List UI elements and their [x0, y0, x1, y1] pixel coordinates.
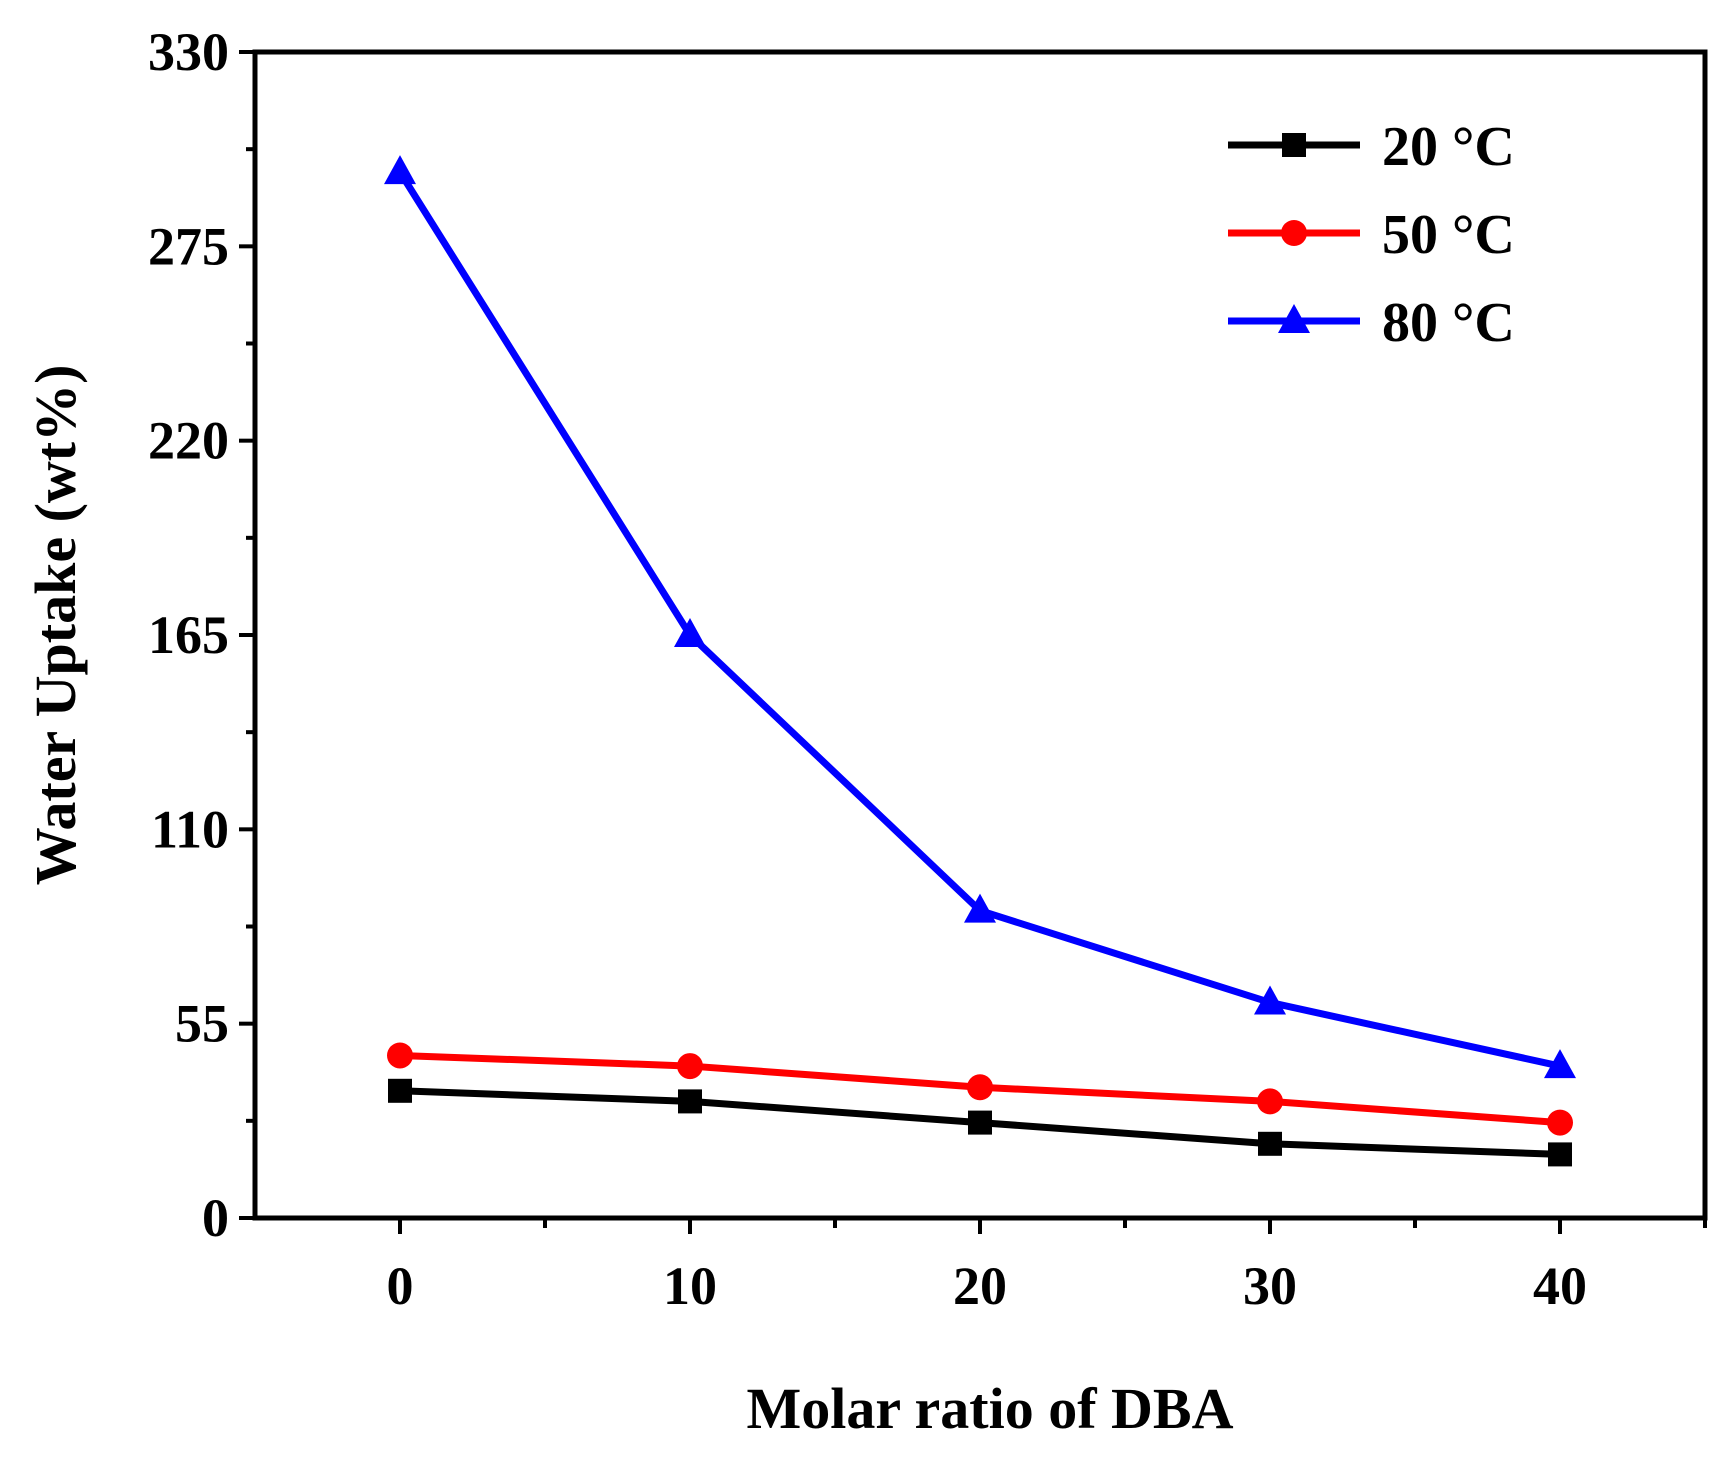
y-axis-title: Water Uptake (wt%)	[23, 365, 88, 886]
data-point-triangle	[964, 893, 996, 923]
y-tick-label: 275	[148, 216, 229, 276]
x-axis: 0 10 20 30 40	[387, 1218, 1707, 1316]
legend-entry: 50 °C	[1228, 204, 1515, 266]
x-axis-title: Molar ratio of DBA	[747, 1376, 1234, 1441]
legend-marker	[1278, 304, 1310, 333]
data-point-triangle	[674, 618, 706, 647]
data-point-triangle	[384, 155, 416, 185]
y-tick-label: 220	[148, 411, 229, 471]
legend: 20 °C 50 °C 80 °C	[1228, 116, 1515, 354]
y-tick-label: 165	[148, 605, 229, 665]
data-point-triangle	[1254, 985, 1286, 1015]
data-point-square	[1258, 1131, 1282, 1156]
data-point-square	[678, 1089, 702, 1114]
y-axis: 0 55 110 165 220 275 330	[148, 22, 255, 1248]
data-point-circle	[967, 1074, 993, 1101]
y-tick-label: 55	[175, 994, 229, 1054]
data-point-square	[388, 1078, 412, 1103]
legend-label: 50 °C	[1382, 204, 1515, 266]
data-point-circle	[387, 1042, 413, 1069]
legend-marker	[1282, 133, 1306, 157]
y-tick-label: 110	[151, 799, 229, 859]
legend-label: 80 °C	[1382, 292, 1515, 354]
data-point-square	[1548, 1142, 1572, 1167]
x-tick-label: 40	[1533, 1256, 1587, 1316]
data-point-circle	[1547, 1109, 1573, 1136]
series-layer	[384, 155, 1576, 1167]
series-80-c	[384, 155, 1576, 1079]
legend-marker	[1281, 220, 1307, 246]
y-tick-label: 330	[148, 22, 229, 82]
data-point-square	[968, 1110, 992, 1135]
series-20-c	[388, 1078, 1572, 1167]
x-tick-label: 10	[663, 1256, 717, 1316]
y-tick-label: 0	[202, 1188, 229, 1248]
legend-label: 20 °C	[1382, 116, 1515, 178]
series-50-c	[387, 1042, 1573, 1136]
legend-entry: 20 °C	[1228, 116, 1515, 178]
x-tick-label: 20	[953, 1256, 1007, 1316]
x-tick-label: 0	[387, 1256, 414, 1316]
data-point-circle	[677, 1053, 703, 1080]
legend-entry: 80 °C	[1228, 292, 1515, 354]
data-point-triangle	[1544, 1049, 1576, 1079]
data-point-circle	[1257, 1088, 1283, 1115]
x-tick-label: 30	[1243, 1256, 1297, 1316]
